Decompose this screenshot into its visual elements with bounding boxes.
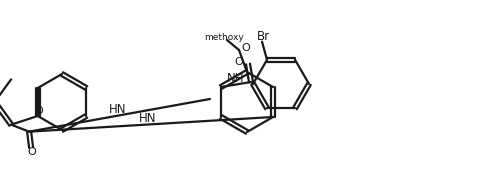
Text: O: O xyxy=(234,57,243,67)
Text: O: O xyxy=(34,107,42,117)
Text: HN: HN xyxy=(139,112,157,125)
Text: methoxy: methoxy xyxy=(204,32,244,41)
Text: O: O xyxy=(241,43,250,53)
Text: Br: Br xyxy=(256,30,269,43)
Text: NH: NH xyxy=(227,72,245,85)
Text: O: O xyxy=(28,147,36,157)
Text: HN: HN xyxy=(109,103,126,116)
